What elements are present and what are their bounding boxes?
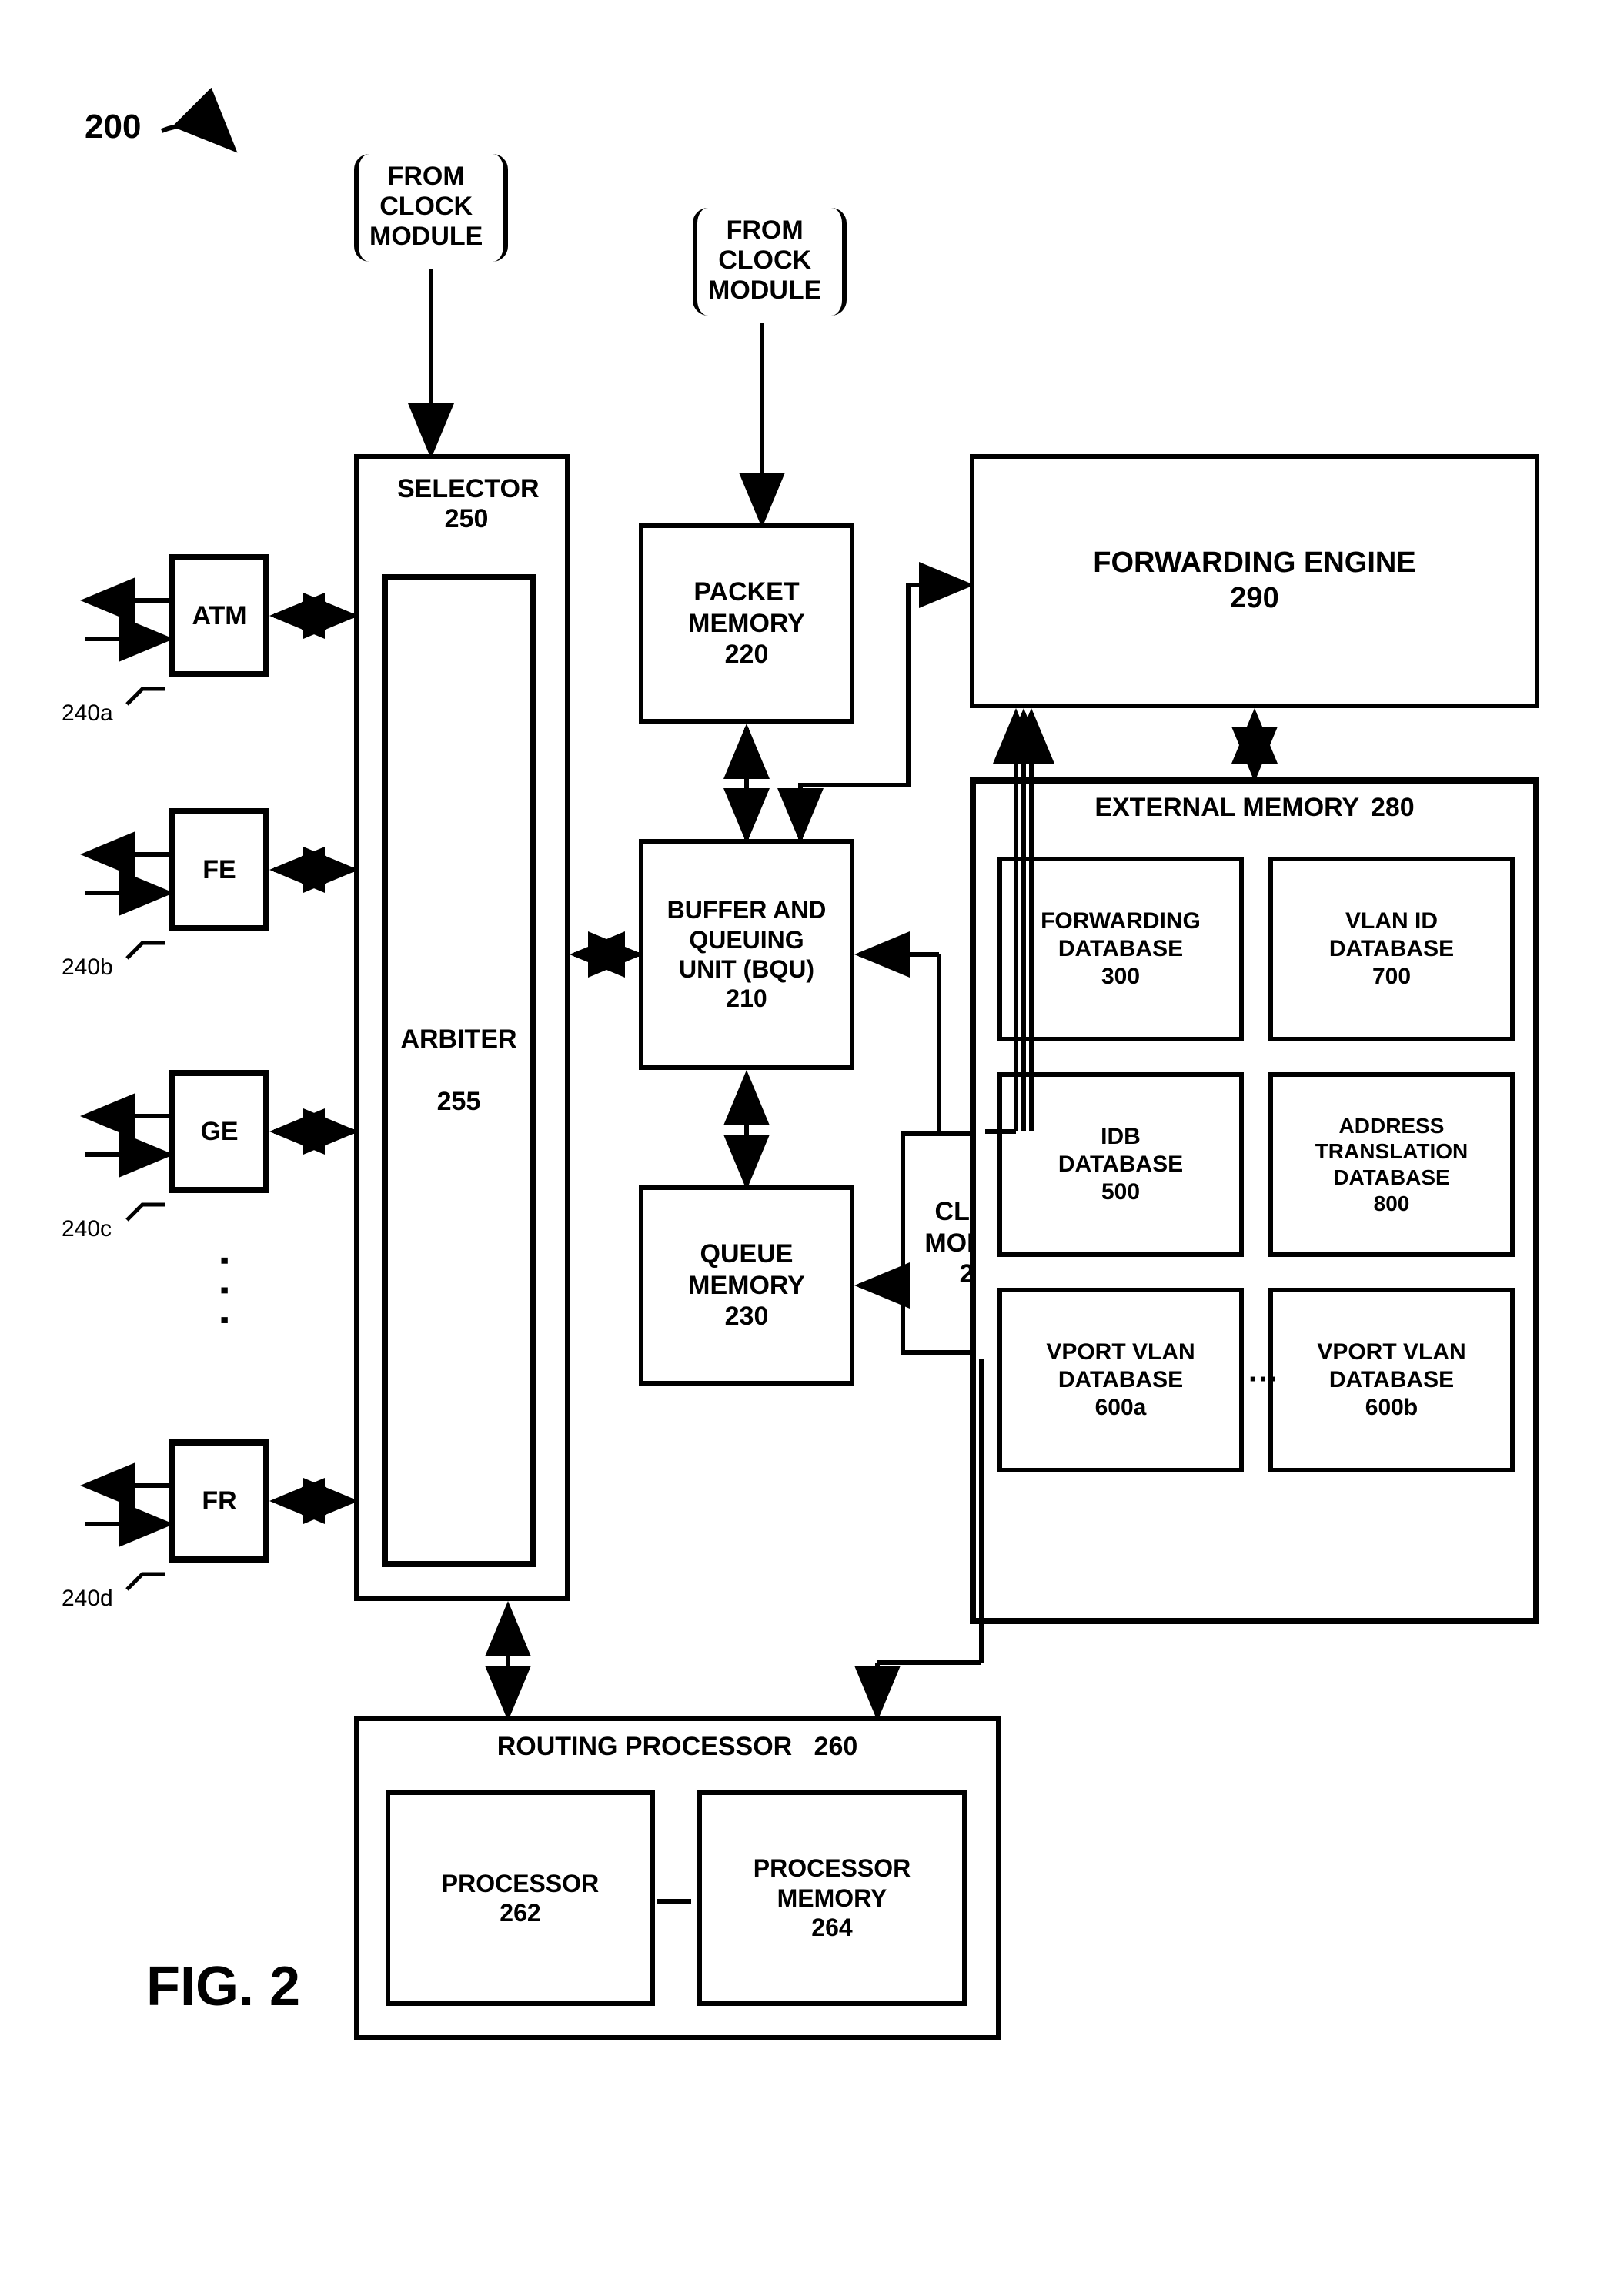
port-atm-label: ATM [192, 600, 246, 632]
vport-vlan-b-box: VPORT VLAN DATABASE 600b [1268, 1288, 1515, 1472]
queue-memory-box: QUEUE MEMORY 230 [639, 1185, 854, 1386]
port-fr-ref: 240d [62, 1586, 113, 1612]
selector-label: SELECTOR 250 [397, 474, 536, 534]
port-ge-label: GE [200, 1116, 238, 1148]
port-fe-ref: 240b [62, 954, 113, 981]
processor-box: PROCESSOR 262 [386, 1790, 655, 2006]
paren-1-left [354, 154, 369, 262]
bqu-label: BUFFER AND QUEUING UNIT (BQU) [667, 895, 827, 984]
queue-memory-ref: 230 [725, 1301, 769, 1332]
forwarding-engine-box: FORWARDING ENGINE 290 [970, 454, 1539, 708]
port-atm: ATM [169, 554, 269, 677]
port-ge-ref: 240c [62, 1216, 112, 1242]
external-memory-box: EXTERNAL MEMORY 280 FORWARDING DATABASE … [970, 777, 1539, 1624]
packet-memory-label: PACKET MEMORY [688, 577, 805, 640]
port-fr-label: FR [202, 1486, 236, 1517]
paren-1-right [493, 154, 508, 262]
bqu-ref: 210 [726, 984, 767, 1013]
addr-trans-db-box: ADDRESS TRANSLATION DATABASE 800 [1268, 1072, 1515, 1257]
bqu-box: BUFFER AND QUEUING UNIT (BQU) 210 [639, 839, 854, 1070]
from-clock-module-2: FROM CLOCK MODULE [708, 216, 821, 306]
port-ge: GE [169, 1070, 269, 1193]
port-fe: FE [169, 808, 269, 931]
block-diagram: 200 FROM CLOCK MODULE FROM CLOCK MODULE … [31, 31, 1593, 2252]
routing-processor-box: ROUTING PROCESSOR 260 PROCESSOR 262 PROC… [354, 1716, 1001, 2040]
port-fr: FR [169, 1439, 269, 1563]
queue-memory-label: QUEUE MEMORY [688, 1238, 805, 1302]
processor-memory-box: PROCESSOR MEMORY 264 [697, 1790, 967, 2006]
port-fe-label: FE [202, 854, 236, 886]
forwarding-db-box: FORWARDING DATABASE 300 [997, 857, 1244, 1041]
forwarding-engine-ref: 290 [1230, 581, 1278, 617]
packet-memory-box: PACKET MEMORY 220 [639, 523, 854, 724]
port-dots: ··· [200, 1255, 250, 1344]
vlan-id-db-box: VLAN ID DATABASE 700 [1268, 857, 1515, 1041]
routing-processor-label: ROUTING PROCESSOR 260 [497, 1732, 858, 1762]
paren-2-left [693, 208, 708, 316]
from-clock-module-1: FROM CLOCK MODULE [369, 162, 483, 252]
paren-2-right [831, 208, 847, 316]
external-memory-label: EXTERNAL MEMORY 280 [1094, 793, 1414, 823]
selector-box: SELECTOR 250 ARBITER 255 [354, 454, 570, 1601]
packet-memory-ref: 220 [725, 639, 769, 670]
arbiter-ref: 255 [437, 1086, 481, 1118]
figure-label: FIG. 2 [146, 1955, 300, 2018]
arbiter-label: ARBITER [400, 1024, 516, 1055]
forwarding-engine-label: FORWARDING ENGINE [1093, 546, 1415, 581]
idb-db-box: IDB DATABASE 500 [997, 1072, 1244, 1257]
vport-dots: ··· [1248, 1361, 1279, 1398]
arbiter-box: ARBITER 255 [382, 574, 536, 1567]
vport-vlan-a-box: VPORT VLAN DATABASE 600a [997, 1288, 1244, 1472]
ref-200: 200 [85, 108, 141, 146]
port-atm-ref: 240a [62, 700, 113, 727]
